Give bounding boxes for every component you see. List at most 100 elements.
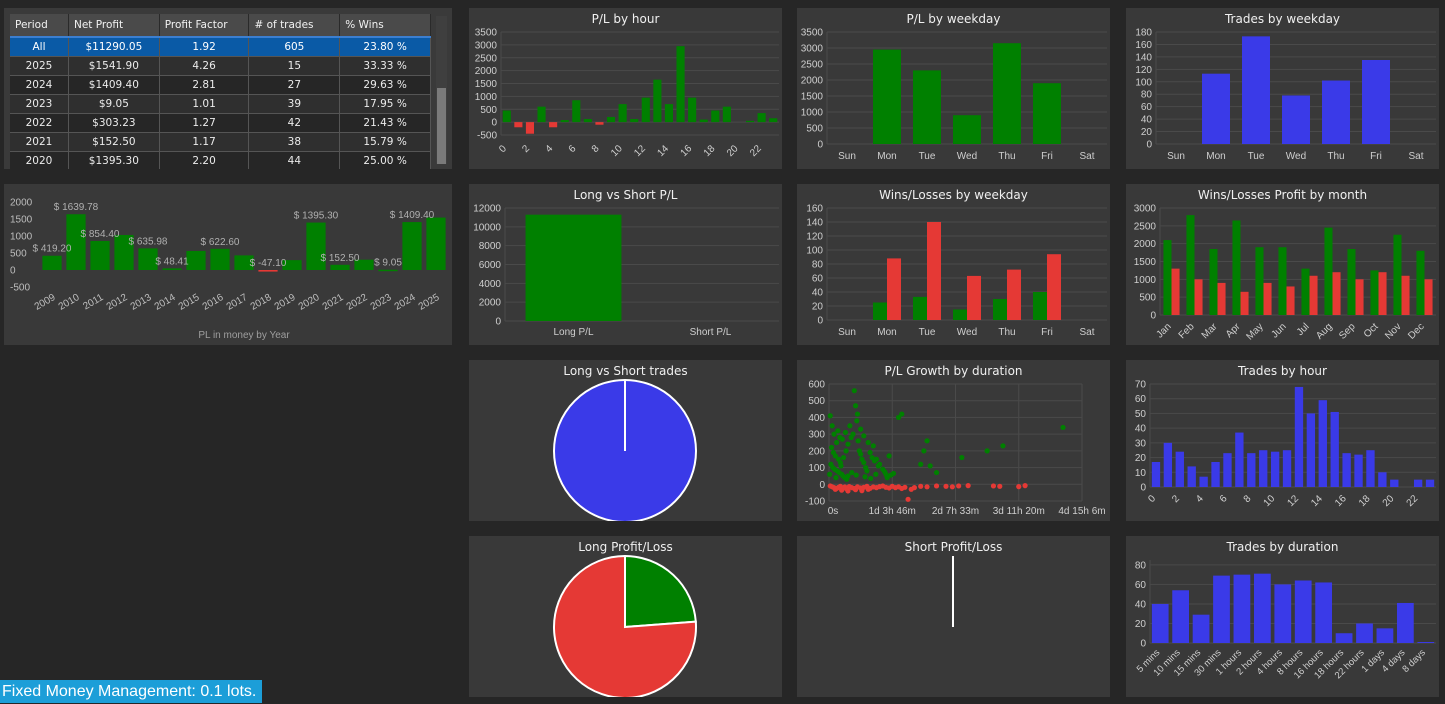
scatter-point <box>843 448 849 454</box>
column-header[interactable]: % Wins <box>339 14 431 38</box>
scatter-point <box>1000 443 1006 449</box>
bar <box>1282 95 1310 144</box>
table-cell: 23.80 % <box>339 37 431 57</box>
x-tick-label: 2011 <box>81 292 106 312</box>
table-row[interactable]: 2025 $1541.90 4.26 15 33.33 % <box>10 56 431 76</box>
y-tick-label: 40 <box>1135 424 1147 435</box>
x-tick-label: 2021 <box>321 292 346 313</box>
bar <box>1282 450 1292 487</box>
y-tick-label: 6000 <box>479 260 502 271</box>
x-tick-label: 2010 <box>57 292 82 313</box>
x-tick-label: 2013 <box>129 292 154 313</box>
table-cell: 4.26 <box>159 56 250 76</box>
table-scrollbar-thumb[interactable] <box>437 88 446 164</box>
x-tick-label: 2 <box>520 143 532 155</box>
table-row[interactable]: 2024 $1409.40 2.81 27 29.63 % <box>10 75 431 95</box>
pl-by-hour-panel: P/L by hour -500 0 500 1000 1500 2000 2500 3000… <box>469 8 782 169</box>
y-tick-label: 3000 <box>801 44 824 55</box>
x-tick-label: 4 <box>1194 493 1206 505</box>
y-tick-label: 4000 <box>479 279 502 290</box>
bar <box>186 250 206 270</box>
y-tick-label: 2000 <box>1134 239 1157 250</box>
bar <box>913 70 941 144</box>
scatter-point <box>827 413 833 419</box>
chart-title: Trades by hour <box>1238 364 1327 378</box>
y-tick-label: 80 <box>1141 90 1153 101</box>
scatter-point <box>927 463 933 469</box>
x-tick-label: 4 <box>544 143 556 155</box>
y-tick-label: 2500 <box>475 53 498 64</box>
money-management-label: Fixed Money Management: 0.1 lots. <box>0 680 263 703</box>
x-tick-label: 2023 <box>369 292 394 313</box>
x-tick-label: 2016 <box>201 292 226 313</box>
y-tick-label: 80 <box>812 260 824 271</box>
scatter-point <box>1060 424 1066 431</box>
bar <box>1417 642 1435 644</box>
x-tick-label: 2018 <box>249 292 274 313</box>
bar <box>1047 254 1061 320</box>
bar <box>953 115 981 144</box>
scatter-point <box>858 451 864 457</box>
scatter-point <box>924 484 930 490</box>
x-tick-label: Sun <box>1167 151 1185 162</box>
pl-by-weekday-chart: 0 500 1000 1500 2000 2500 3000 3500 Sun Mon Tue Wed… <box>801 28 1107 162</box>
table-row[interactable]: All $11290.05 1.92 605 23.80 % <box>10 37 431 57</box>
x-tick-label: 16 <box>1333 493 1349 509</box>
bar <box>1233 574 1251 643</box>
bar <box>1366 450 1375 487</box>
bar <box>1247 453 1256 487</box>
bar <box>1274 584 1292 643</box>
x-tick-label: 14 <box>1309 493 1325 509</box>
table-row[interactable]: 2022 $303.23 1.27 42 21.43 % <box>10 113 431 133</box>
y-tick-label: 500 <box>806 124 823 135</box>
bar <box>1270 451 1280 487</box>
pl-growth-by-duration-panel: P/L Growth by duration -100 0 100 200 300 400… <box>797 360 1110 521</box>
column-header[interactable]: Profit Factor <box>159 14 250 38</box>
scatter-point <box>890 470 897 477</box>
column-header[interactable]: # of trades <box>248 14 341 38</box>
pie-slice <box>553 554 697 697</box>
column-header[interactable]: Period <box>10 14 69 38</box>
bar <box>1393 234 1402 315</box>
table-row[interactable]: 2021 $152.50 1.17 38 15.79 % <box>10 132 431 152</box>
table-cell: $152.50 <box>68 132 160 152</box>
y-tick-label: 20 <box>1135 619 1147 630</box>
column-header[interactable]: Net Profit <box>68 14 160 38</box>
scatter-point <box>832 486 838 492</box>
bar <box>1186 215 1195 315</box>
table-cell: 44 <box>248 151 341 169</box>
bar <box>1235 432 1244 487</box>
y-tick-label: 1000 <box>475 92 498 103</box>
y-tick-label: 120 <box>1135 65 1152 76</box>
bar <box>606 116 616 123</box>
bar <box>1330 411 1339 487</box>
y-tick-label: -500 <box>477 131 497 142</box>
bar <box>1192 614 1210 643</box>
table-row[interactable]: 2020 $1395.30 2.20 44 25.00 % <box>10 151 431 169</box>
y-tick-label: 0 <box>495 317 501 328</box>
scatter-point <box>918 483 924 489</box>
x-tick-label: Thu <box>1327 151 1344 162</box>
bar <box>560 120 569 123</box>
scatter-point <box>899 411 905 417</box>
x-tick-label: 22 <box>1405 493 1421 509</box>
table-cell: 27 <box>248 75 341 95</box>
scatter-point <box>882 469 888 475</box>
bar <box>114 234 134 270</box>
x-tick-label: 2d 7h 33m <box>932 506 979 517</box>
y-tick-label: 120 <box>806 232 823 243</box>
table-row[interactable]: 2023 $9.05 1.01 39 17.95 % <box>10 94 431 114</box>
table-scrollbar[interactable] <box>436 16 447 164</box>
bar <box>1378 472 1387 487</box>
x-tick-label: Feb <box>1177 321 1197 341</box>
x-tick-label: 8 days <box>1400 647 1428 675</box>
bar <box>1356 623 1373 643</box>
x-tick-label: 4d 15h 6m <box>1058 506 1105 517</box>
bar <box>1376 628 1394 643</box>
x-tick-label: 20 <box>1381 493 1397 509</box>
scatter-point <box>845 441 851 447</box>
bar <box>699 119 708 123</box>
y-tick-label: 140 <box>806 218 823 229</box>
y-tick-label: 0 <box>817 316 823 327</box>
bar <box>90 240 110 270</box>
